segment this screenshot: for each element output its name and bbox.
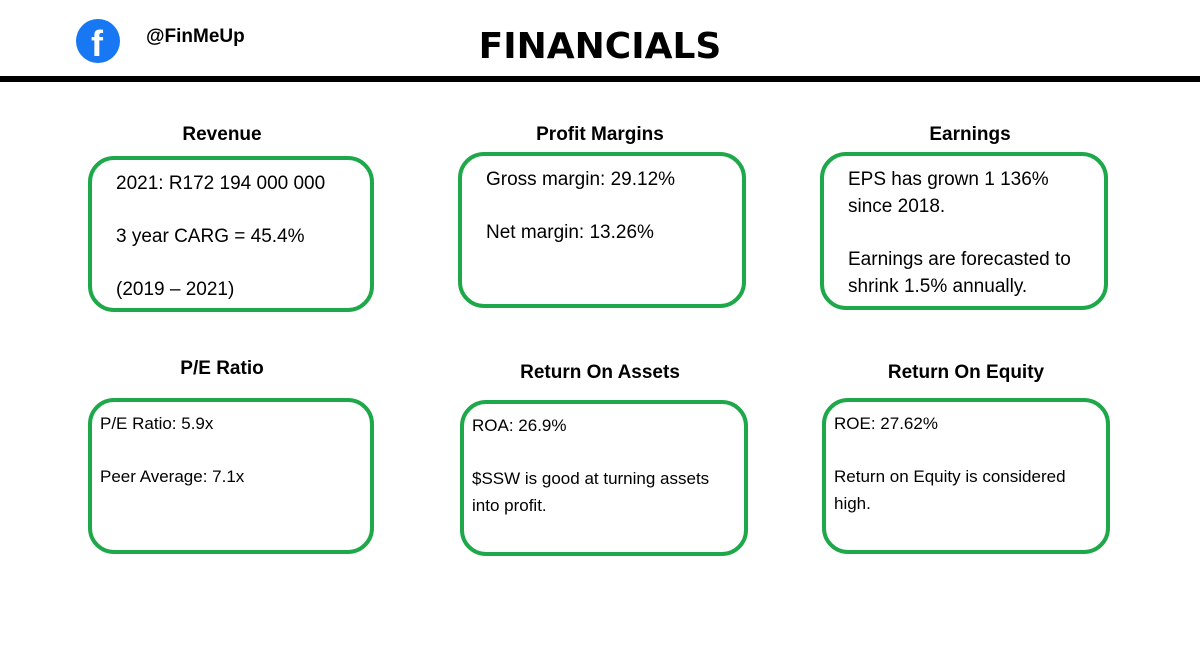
card-line: Earnings are forecasted to shrink 1.5% a… [848, 249, 1071, 297]
card: P/E Ratio: 5.9x Peer Average: 7.1x [88, 398, 374, 554]
card-line: ROA: 26.9% [472, 416, 567, 435]
card-line: Net margin: 13.26% [486, 222, 654, 243]
card-title: Return On Equity [887, 362, 1045, 383]
card: EPS has grown 1 136% since 2018. Earnings… [820, 152, 1108, 310]
card-line: (2019 – 2021) [116, 279, 235, 300]
card-line: Gross margin: 29.12% [486, 169, 676, 190]
card-title: Profit Margins [536, 124, 664, 145]
card: ROE: 27.62% Return on Equity is considere… [822, 398, 1110, 554]
facebook-icon: f [76, 19, 120, 64]
divider [0, 76, 1200, 82]
handle: @FinMeUp [146, 26, 245, 47]
card-title: Revenue [182, 124, 262, 145]
card-title: Return On Assets [520, 362, 680, 383]
card: ROA: 26.9% $SSW is good at turning assets… [460, 400, 748, 556]
card-line: ROE: 27.62% [834, 414, 938, 433]
card-line: Return on Equity is considered high. [834, 467, 1066, 513]
title: FINANCIALS [478, 26, 722, 67]
card-title: P/E Ratio [180, 358, 264, 379]
card-line: $SSW is good at turning assets into prof… [472, 469, 710, 515]
card: 2021: R172 194 000 000 3 year CARG = 45.4… [88, 156, 374, 312]
card: Gross margin: 29.12% Net margin: 13.26% [458, 152, 746, 308]
card-title: Earnings [929, 124, 1011, 145]
card-line: 3 year CARG = 45.4% [116, 226, 305, 247]
card-line: 2021: R172 194 000 000 [116, 173, 326, 194]
card-line: EPS has grown 1 136% since 2018. [848, 169, 1049, 217]
card-line: P/E Ratio: 5.9x [100, 414, 214, 433]
card-line: Peer Average: 7.1x [100, 467, 245, 486]
